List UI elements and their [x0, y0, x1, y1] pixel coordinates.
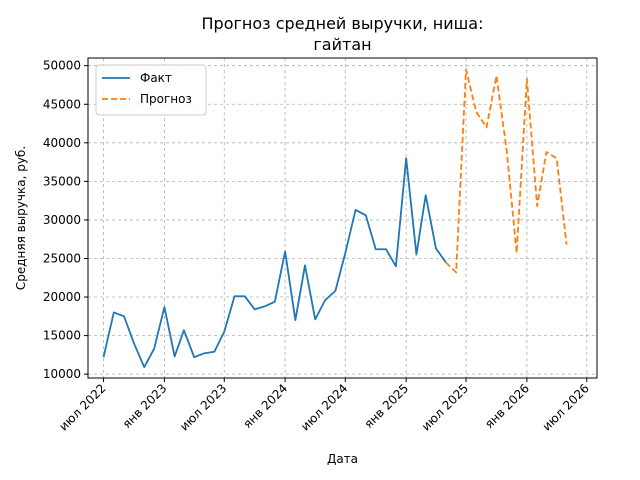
legend-label: Прогноз: [140, 92, 192, 106]
y-tick-label: 35000: [43, 174, 81, 188]
plot-frame: [87, 57, 598, 379]
series-line-fact: [102, 157, 447, 369]
y-tick-label: 10000: [43, 367, 81, 381]
x-tick-label: июл 2026: [540, 381, 592, 433]
y-tick-label: 15000: [43, 329, 81, 343]
series-layer: [102, 68, 568, 369]
y-tick-label: 45000: [43, 97, 81, 111]
x-tick-label: янв 2026: [482, 381, 532, 431]
y-tick-label: 40000: [43, 136, 81, 150]
x-tick-label: июл 2024: [298, 381, 350, 433]
y-axis-label: Средняя выручка, руб.: [14, 146, 28, 290]
y-tick-label: 25000: [43, 251, 81, 265]
y-tick-label: 50000: [43, 59, 81, 73]
x-tick-label: июл 2025: [419, 381, 471, 433]
x-axis-label: Дата: [327, 452, 358, 466]
y-tick-label: 30000: [43, 213, 81, 227]
x-tick-label: янв 2025: [361, 381, 411, 431]
legend-label: Факт: [140, 71, 172, 85]
x-tick-label: янв 2023: [120, 381, 170, 431]
legend: Факт Прогноз: [95, 64, 207, 116]
series-line-forecast: [445, 68, 568, 274]
x-tick-label: июл 2022: [56, 381, 108, 433]
y-tick-label: 20000: [43, 290, 81, 304]
chart-title-line-2: гайтан: [313, 35, 371, 54]
x-tick-label: янв 2024: [240, 381, 290, 431]
chart-title-line-1: Прогноз средней выручки, ниша:: [202, 14, 484, 33]
x-tick-label: июл 2023: [177, 381, 229, 433]
